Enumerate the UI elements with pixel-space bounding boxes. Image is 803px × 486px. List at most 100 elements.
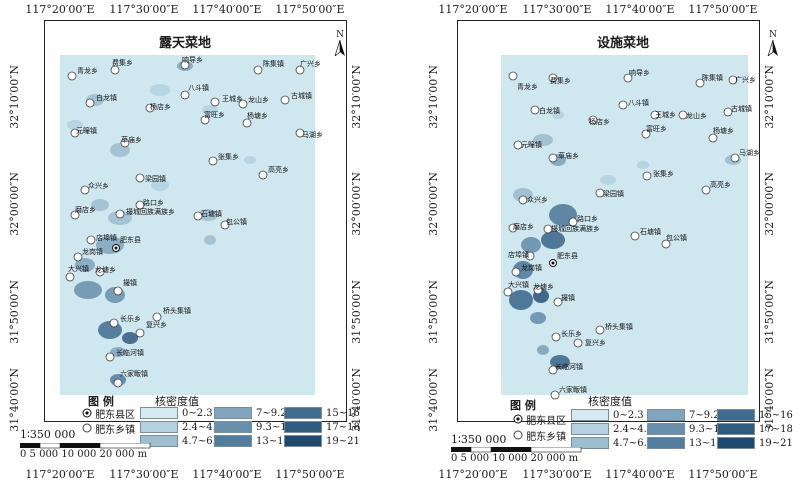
map-panel-facility: 117°20′00″E 117°30′00″E 117°40′00″E 117°… [413,0,803,486]
place-label: 复兴乡 [146,320,167,329]
scale-labels: 0 5 000 10 000 20 000 m [20,449,148,460]
place-label: 长临河镇 [116,348,144,357]
town-icon [513,430,523,440]
town-icon [82,423,92,433]
legend-class: 13~14 [647,437,723,449]
coord-top-1: 117°20′00″E [25,3,95,16]
legend-town-label: 肥东乡镇 [95,425,136,436]
place-label: 王城乡 [222,95,243,103]
place-label: 青龙乡 [77,66,98,75]
place-label: 白龙镇 [539,106,560,115]
legend-class: 9.3~12 [214,421,293,433]
place-label: 大兴镇 [68,264,89,273]
legend-county-label: 肥东县区 [95,410,136,421]
place-label: 杨塘乡 [247,111,268,120]
place-label: 响导乡 [629,68,650,77]
place-label: 杨塘乡 [713,126,734,135]
place-label: 八斗镇 [188,83,209,92]
place-label: 磨店乡 [513,222,534,231]
place-label: 杨店乡 [150,102,171,111]
place-label: 桥头集镇 [163,306,191,315]
place-label: 肥东县 [120,235,141,244]
place-label: 长乐乡 [120,314,141,323]
place-label: 六家畈镇 [559,385,587,394]
place-label: 撮城回族满族乡 [551,224,600,233]
place-label: 包公镇 [226,217,247,226]
place-label: 富旺乡 [646,124,667,133]
place-label: 龙塘乡 [95,265,116,274]
place-label: 高亮乡 [710,180,731,189]
legend-county: 肥东县区 [82,406,135,421]
place-label: 王城乡 [655,111,676,119]
legend-class: 19~21 [284,435,360,447]
scale-bar [20,443,151,449]
legend-town: 肥东乡镇 [82,421,135,436]
place-label: 元疃镇 [521,140,542,149]
coord-top-3: 117°40′00″E [605,3,675,16]
legend-class: 4.7~6.9 [571,437,653,449]
place-label: 大兴镇 [508,280,529,289]
coord-top-3: 117°40′00″E [192,3,262,16]
place-label: 众兴乡 [527,195,548,204]
place-label: 龙山乡 [686,111,707,120]
legend-class: 0~2.3 [140,407,213,419]
legend-class: 9.3~12 [647,423,726,435]
place-label: 店埠镇 [96,233,117,242]
place-label: 响导乡 [182,55,203,64]
place-label: 广兴乡 [735,75,756,84]
legend-class: 15~16 [717,409,793,421]
legend-town-label: 肥东乡镇 [526,432,567,443]
place-label: 撮镇 [123,278,137,287]
place-label: 古城镇 [731,104,752,113]
coord-top-4: 117°50′00″E [275,3,345,16]
scale-labels: 0 5 000 10 000 20 000 m [451,453,579,464]
density-title: 核密度值 [588,395,632,408]
coord-top-4: 117°50′00″E [688,3,758,16]
legend-class: 17~18 [717,423,793,435]
north-arrow-icon: N [765,30,781,59]
legend-county-label: 肥东县区 [526,416,567,427]
place-label: 广兴乡 [300,59,321,68]
scale-ratio: 1∶350 000 [451,433,507,446]
legend-class: 7~9.2 [647,409,720,421]
study-area [60,55,315,395]
place-label: 石塘镇 [640,227,661,236]
legend-class: 7~9.2 [214,407,287,419]
place-label: 磨店乡 [75,205,96,214]
study-area [501,55,748,395]
place-label: 草庙乡 [121,135,142,144]
legend-town: 肥东乡镇 [513,428,566,443]
place-label: 桥头集镇 [605,322,633,331]
scale-ratio: 1∶350 000 [20,428,76,441]
legend-class: 17~18 [284,421,360,433]
map-title: 设施菜地 [596,36,650,51]
coord-bottom-3: 117°40′00″E [605,468,675,481]
north-arrow-icon: N [332,30,348,59]
place-labels: 青龙乡 费集乡 响导乡 陈集镇 广兴乡 白龙镇 八斗镇 王城乡 龙山乡 古城镇 … [68,55,323,378]
coord-top-2: 117°30′00″E [522,3,592,16]
place-label: 青龙乡 [517,82,538,91]
legend-class: 19~21 [717,437,793,449]
density-title: 核密度值 [155,395,199,408]
coord-top-1: 117°20′00″E [438,3,508,16]
place-label: 众兴乡 [88,181,109,190]
place-label: 费集乡 [550,76,571,85]
density-map-open-field: 青龙乡 费集乡 响导乡 陈集镇 广兴乡 白龙镇 八斗镇 王城乡 龙山乡 古城镇 … [60,55,323,395]
legend-county: 肥东县区 [513,412,566,427]
place-label: 张集乡 [653,169,674,178]
place-label: 路口乡 [143,198,164,207]
place-markers [503,71,740,400]
coord-bottom-2: 117°30′00″E [109,468,179,481]
legend-class: 2.4~4.6 [140,421,222,433]
place-labels: 青龙乡 费集乡 响导乡 陈集镇 广兴乡 白龙镇 八斗镇 王城乡 龙山乡 古城镇 … [508,68,760,394]
place-label: 元疃镇 [76,126,97,135]
place-label: 马湖乡 [302,130,323,139]
place-label: 杨店乡 [589,117,610,126]
place-label: 梁园镇 [145,174,166,183]
place-label: 八斗镇 [628,98,649,107]
place-label: 撮镇 [561,293,575,302]
place-label: 古城镇 [291,91,312,100]
county-seat-icon [82,408,92,418]
coord-bottom-1: 117°20′00″E [438,468,508,481]
map-panel-open-field: 117°20′00″E 117°30′00″E 117°40′00″E 117°… [0,0,390,486]
